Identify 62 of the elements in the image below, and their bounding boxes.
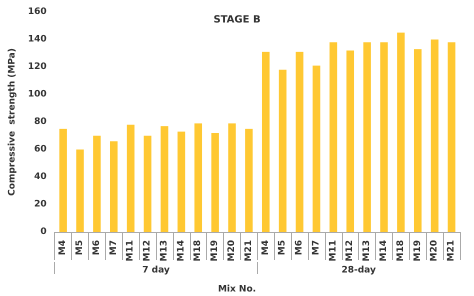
bar [397,32,405,232]
x-tick-label: M21 [244,240,254,262]
bar [312,66,320,232]
bar [278,70,286,232]
x-tick-label: M14 [176,240,186,262]
bar [194,123,202,232]
x-tick-label: M18 [193,240,204,262]
bar [346,50,354,232]
bar [414,49,422,232]
bar [430,40,438,232]
bar [330,42,338,232]
bar [76,150,84,232]
x-tick-label: M4 [58,240,68,256]
bar [245,128,253,232]
x-tick-label: M11 [328,240,338,262]
x-tick-label: M11 [126,240,136,262]
x-tick-label: M13 [159,240,170,262]
x-tick-label: M20 [227,240,238,262]
bar [262,52,270,232]
x-tick-label: M5 [75,240,86,256]
x-tick-label: M12 [142,240,153,262]
text: 7 day [142,266,170,276]
x-tick-label: M18 [396,240,406,262]
bar [211,133,219,232]
y-tick-label: 60 [34,144,47,154]
y-tick-label: 0 [40,227,47,237]
y-tick-label: 20 [34,200,47,210]
y-tick-label: 140 [28,34,47,44]
x-tick-label: M6 [294,240,305,256]
x-tick-label: M7 [108,240,119,256]
bar [144,136,152,232]
y-tick-label: 120 [28,62,47,72]
bar [160,126,168,232]
bar [228,123,236,232]
y-tick-label: 40 [34,172,47,182]
bar [363,42,371,232]
x-tick-label: M19 [210,240,220,262]
bar [380,42,388,232]
x-tick-label: M14 [379,240,390,262]
x-tick-label: M5 [278,240,288,256]
x-tick-label: M4 [260,240,271,256]
bar [448,42,456,232]
bar [296,52,304,232]
x-tick-label: M6 [92,240,102,256]
bar [59,128,67,232]
y-tick-label: 100 [28,90,47,100]
bar [178,132,186,232]
x-tick-label: M21 [446,240,457,262]
x-tick-label: M20 [430,240,440,262]
y-tick-label: 80 [34,117,47,127]
chart-title: STAGE B [213,14,261,26]
y-axis-title: Compressive strength (MPa) [8,48,18,196]
x-tick-label: M7 [311,240,322,256]
x-axis-title: Mix No. [218,284,256,294]
text: 28-day [341,266,376,276]
bar [110,141,118,232]
y-tick-label: 160 [28,7,47,17]
bar [126,124,134,232]
bar [93,136,101,232]
x-tick-label: M12 [345,240,356,262]
x-tick-label: M19 [412,240,423,262]
x-tick-label: M13 [362,240,372,262]
